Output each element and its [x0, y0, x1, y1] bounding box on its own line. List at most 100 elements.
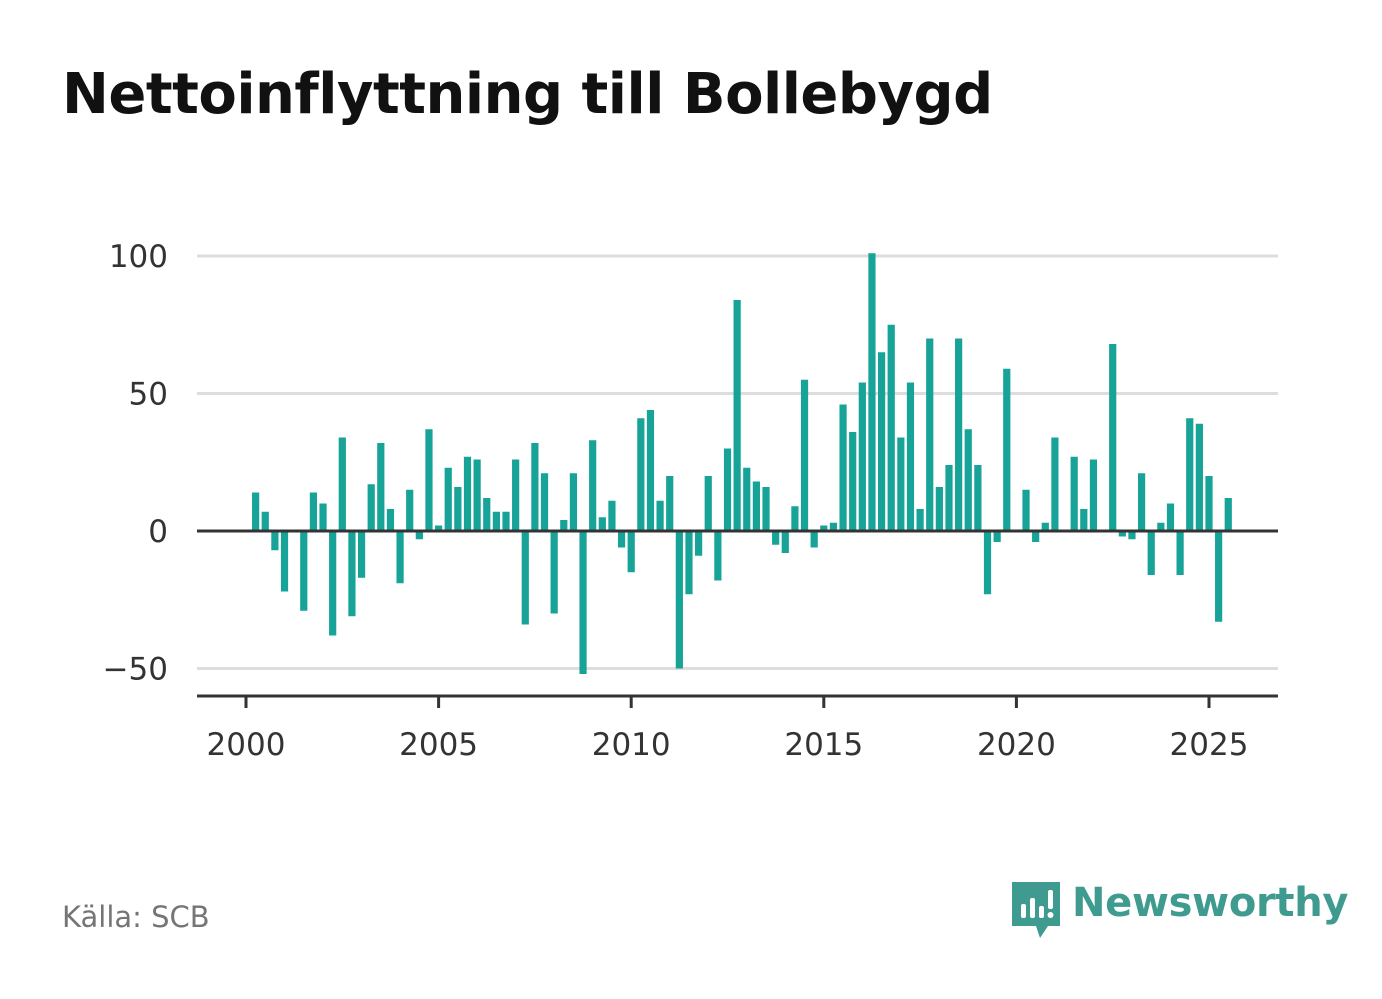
x-tick-labels: 2000 2005 2010 2015 2020 2025	[207, 727, 1249, 763]
source-label: Källa: SCB	[62, 900, 210, 934]
bar	[338, 437, 346, 531]
bar	[252, 492, 260, 531]
x-tick-label: 2005	[399, 727, 478, 763]
bar	[502, 511, 510, 531]
bar	[810, 531, 818, 548]
bar	[772, 531, 780, 545]
x-tick-label: 2020	[977, 727, 1056, 763]
bar	[839, 404, 847, 531]
bar	[723, 448, 732, 531]
bar	[897, 437, 905, 531]
bar	[357, 531, 366, 578]
x-tick-label: 2015	[784, 727, 863, 763]
bar	[685, 531, 693, 595]
bar	[752, 481, 760, 531]
bar	[1051, 437, 1059, 531]
bar	[512, 459, 520, 531]
bar	[329, 531, 337, 636]
x-tick-label: 2025	[1170, 727, 1249, 763]
bar	[415, 531, 423, 540]
bar	[271, 531, 279, 551]
bars	[252, 253, 1232, 674]
bar	[675, 531, 683, 669]
bar	[781, 531, 789, 553]
bar	[916, 509, 924, 531]
bar	[1118, 531, 1126, 537]
bar	[1022, 489, 1030, 531]
y-tick-label: 0	[148, 514, 168, 550]
bar	[444, 467, 452, 531]
bar	[386, 509, 395, 531]
bar	[473, 459, 481, 531]
bar	[1109, 344, 1117, 531]
bar	[1157, 522, 1165, 531]
bar	[800, 379, 809, 531]
chart-title: Nettoinflyttning till Bollebygd	[62, 62, 993, 127]
bar	[367, 484, 375, 531]
bar	[743, 467, 751, 531]
bar	[666, 476, 674, 531]
bar	[1070, 456, 1078, 531]
bar	[935, 487, 943, 531]
bar	[704, 476, 712, 531]
bar	[868, 253, 876, 531]
y-tick-label: −50	[103, 652, 168, 688]
bar	[1147, 531, 1155, 575]
bar	[1224, 498, 1232, 531]
bar	[300, 531, 308, 611]
bar	[1215, 531, 1223, 622]
bar	[1089, 459, 1098, 531]
bar	[1003, 368, 1011, 531]
bar	[1186, 418, 1194, 531]
bar	[1166, 503, 1175, 531]
bar	[425, 429, 433, 531]
x-tick-label: 2000	[207, 727, 286, 763]
bar	[1080, 509, 1088, 531]
bar	[656, 500, 664, 531]
bar	[569, 473, 578, 531]
bar	[280, 531, 289, 592]
bar	[955, 338, 963, 531]
y-tick-labels: 100 50 0 −50	[103, 239, 168, 688]
bar	[993, 531, 1001, 542]
y-tick-label: 50	[129, 377, 168, 413]
newsworthy-logo: Newsworthy	[1010, 878, 1349, 942]
brand-name: Newsworthy	[1072, 880, 1349, 926]
bar	[829, 522, 838, 531]
bar	[1205, 476, 1213, 531]
bar	[598, 517, 606, 531]
bar	[637, 418, 645, 531]
bar	[1041, 522, 1049, 531]
y-tick-label: 100	[109, 239, 168, 275]
bar	[348, 531, 356, 617]
bar	[550, 531, 558, 614]
x-tick-label: 2010	[592, 727, 671, 763]
bar	[521, 531, 529, 625]
bar	[983, 531, 992, 595]
bar	[877, 352, 886, 531]
bar	[319, 503, 327, 531]
bar	[964, 429, 972, 531]
bar	[589, 440, 597, 531]
bar	[261, 511, 269, 531]
bar	[463, 456, 472, 531]
newsworthy-logo-icon	[1012, 882, 1060, 938]
bar	[454, 487, 462, 531]
bar	[1195, 423, 1203, 531]
bar	[791, 506, 799, 531]
bar	[820, 525, 828, 531]
bar	[617, 531, 626, 548]
bar	[560, 520, 568, 531]
bar	[627, 531, 635, 573]
bar	[906, 382, 915, 531]
bar	[608, 500, 616, 531]
axes	[197, 529, 1278, 708]
bar	[309, 492, 318, 531]
bar	[1137, 473, 1146, 531]
bar	[926, 338, 934, 531]
bar	[945, 465, 953, 531]
bar	[974, 465, 982, 531]
bar	[695, 531, 703, 556]
bar	[396, 531, 404, 584]
bar	[540, 473, 549, 531]
